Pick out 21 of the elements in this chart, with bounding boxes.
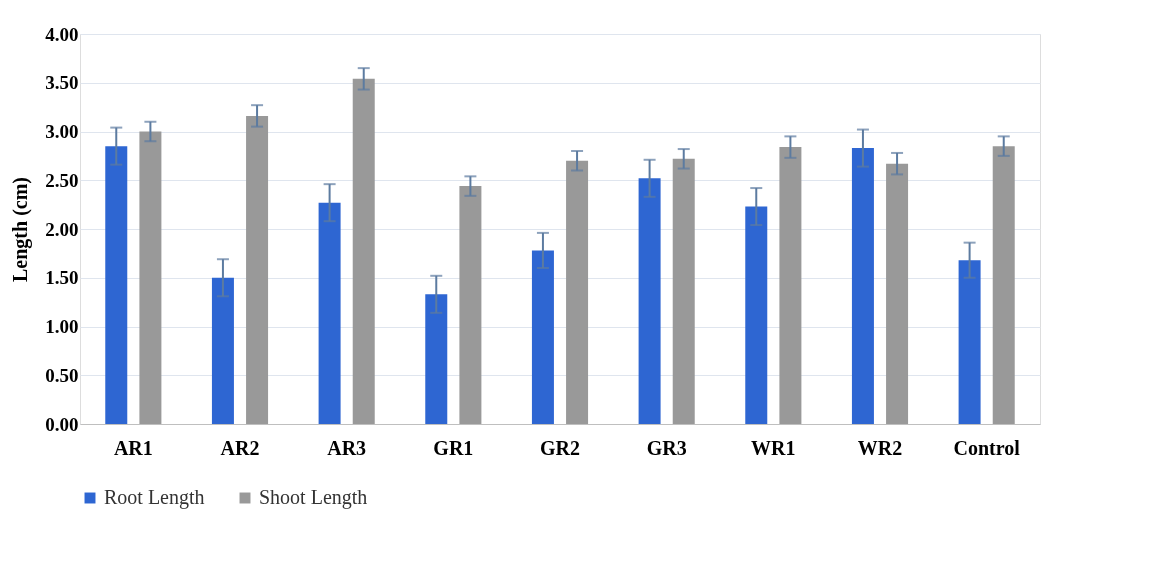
y-tick-label: 3.50 (45, 72, 79, 94)
y-axis-title: Length (cm) (9, 177, 33, 282)
y-tick-label: 1.50 (45, 267, 79, 289)
x-tick-label: AR3 (327, 436, 367, 459)
x-tick-label: GR2 (540, 436, 580, 459)
y-tick-label: 0.50 (45, 364, 79, 386)
y-tick-label: 3.00 (45, 121, 79, 142)
x-tick-label: GR3 (646, 436, 687, 459)
x-tick-label: AR2 (220, 436, 260, 459)
y-tick-label: 1.00 (45, 316, 79, 337)
y-tick-label: 2.00 (45, 218, 79, 240)
x-tick-label: AR1 (113, 436, 153, 459)
y-tick-label: 2.50 (45, 169, 79, 191)
x-tick-label: GR1 (433, 436, 474, 459)
legend-label: Root Length (104, 486, 205, 509)
x-tick-label: WR1 (751, 436, 796, 459)
legend-label: Shoot Length (259, 486, 368, 509)
x-tick-label: WR2 (857, 436, 903, 459)
y-tick-label: 0.00 (45, 413, 79, 435)
x-tick-label: Control (953, 436, 1021, 459)
y-tick-label: 4.00 (45, 23, 79, 45)
